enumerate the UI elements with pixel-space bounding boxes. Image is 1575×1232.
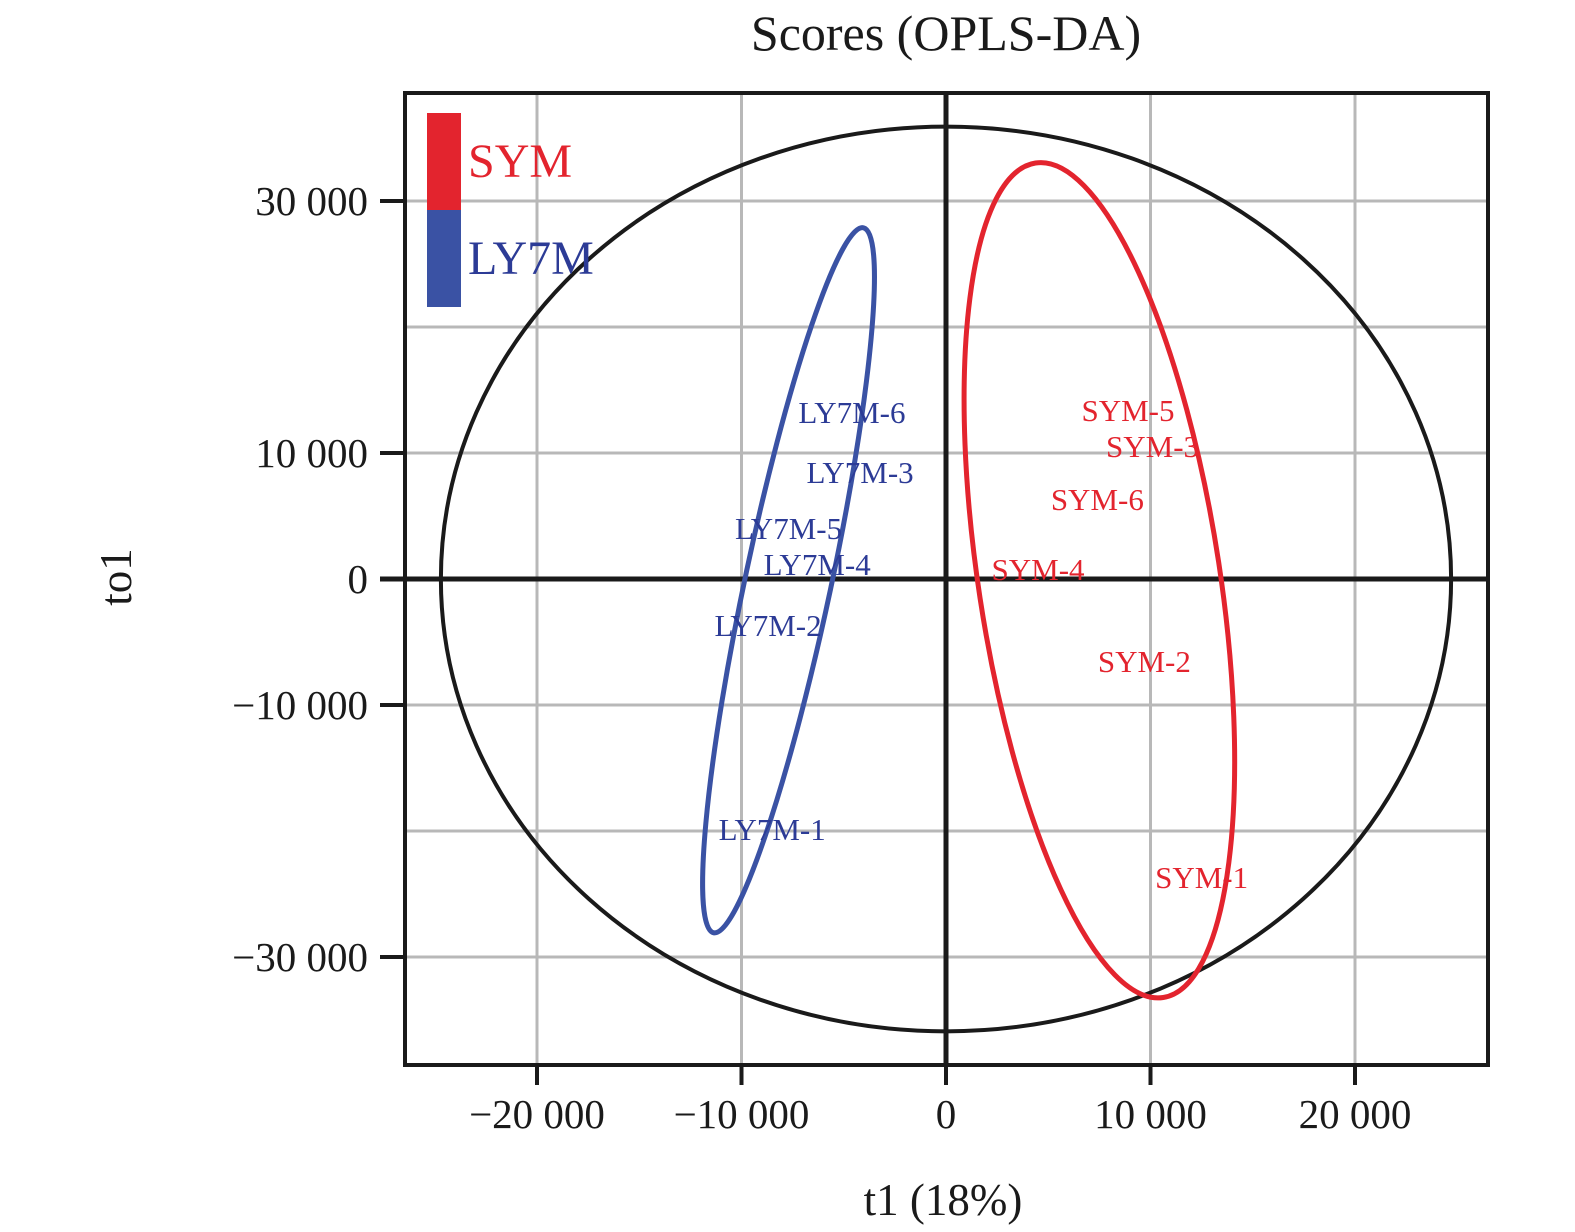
y-tick-label: 30 000 xyxy=(255,178,368,224)
y-tick-label: 10 000 xyxy=(255,430,368,476)
x-tick-label: −20 000 xyxy=(469,1091,605,1137)
data-point-label: LY7M-6 xyxy=(798,394,906,430)
data-point-label: SYM-1 xyxy=(1155,859,1249,895)
data-point-label: LY7M-4 xyxy=(763,547,871,583)
hotelling-t2-ellipse xyxy=(438,124,1454,1034)
data-point-label: SYM-6 xyxy=(1050,481,1144,517)
data-point-label: SYM-4 xyxy=(991,552,1085,588)
x-tick-label: 20 000 xyxy=(1298,1091,1412,1137)
data-point-label: LY7M-2 xyxy=(714,607,822,643)
data-point-label: LY7M-1 xyxy=(718,811,826,847)
y-axis-label: to1 xyxy=(91,548,141,606)
data-point-label: SYM-2 xyxy=(1097,644,1191,680)
y-tick-label: −10 000 xyxy=(232,682,368,728)
data-point-label: SYM-3 xyxy=(1106,428,1200,464)
data-point-label: LY7M-3 xyxy=(806,455,914,491)
legend-swatch-sym xyxy=(427,113,461,210)
x-tick-label: 10 000 xyxy=(1094,1091,1207,1137)
data-point-label: LY7M-5 xyxy=(734,510,843,546)
legend-item-sym: SYM xyxy=(427,113,594,210)
sym-group-ellipse xyxy=(961,160,1238,1001)
legend-label-sym: SYM xyxy=(468,135,573,188)
x-tick-label: 0 xyxy=(935,1091,957,1137)
legend: SYM LY7M xyxy=(427,113,594,307)
x-tick-label: −10 000 xyxy=(673,1091,810,1137)
y-tick-label: 0 xyxy=(347,556,369,602)
chart-title: Scores (OPLS-DA) xyxy=(750,5,1142,61)
y-tick-label: −30 000 xyxy=(232,934,368,980)
plot-border xyxy=(403,91,1490,1067)
data-point-label: SYM-5 xyxy=(1081,393,1175,429)
legend-swatch-ly7m xyxy=(427,210,461,307)
ly7m-group-ellipse xyxy=(700,225,877,936)
legend-item-ly7m: LY7M xyxy=(427,210,594,307)
legend-label-ly7m: LY7M xyxy=(468,232,594,285)
x-axis-label: t1 (18%) xyxy=(863,1175,1023,1225)
